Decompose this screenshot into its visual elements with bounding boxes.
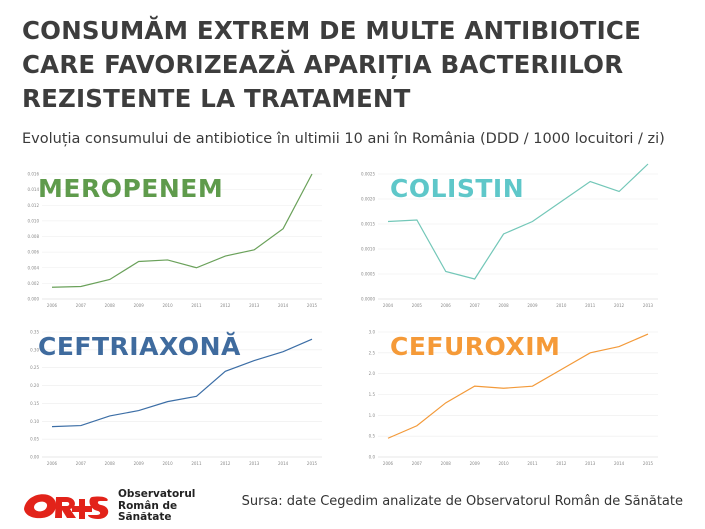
- x-tick-label: 2006: [47, 303, 58, 308]
- x-tick-label: 2006: [441, 303, 452, 308]
- y-tick-label: 0.0010: [361, 247, 375, 252]
- y-tick-label: 0.00: [30, 455, 39, 460]
- chart-cefuroxim: 0.0 0.5 1.0 1.5 2.0 2.5 3.0 2006 2007 2008 2009 201…: [358, 326, 663, 471]
- chart-meropenem: 0.000 0.002 0.004 0.006 0.008 0.010 0.012 0.014…: [22, 168, 327, 313]
- x-tick-label: 2008: [441, 461, 452, 466]
- ors-logo-icon: [24, 494, 109, 519]
- y-tick-label: 0.0020: [361, 197, 375, 202]
- x-tick-label: 2006: [47, 461, 58, 466]
- x-tick-label: 2015: [307, 303, 318, 308]
- x-tick-label: 2010: [162, 461, 173, 466]
- x-tick-label: 2011: [191, 461, 202, 466]
- y-tick-label: 0.004: [28, 265, 40, 270]
- x-tick-label: 2010: [556, 303, 567, 308]
- chart-plot: 0.0000 0.0005 0.0010 0.0015 0.0020 0.0025 2004…: [361, 163, 658, 308]
- x-tick-label: 2009: [134, 461, 145, 466]
- x-tick-label: 2011: [191, 303, 202, 308]
- x-tick-label: 2004: [383, 303, 394, 308]
- x-tick-label: 2007: [76, 461, 87, 466]
- page-title: CONSUMĂM EXTREM DE MULTE ANTIBIOTICE CAR…: [22, 16, 642, 113]
- series-line: [387, 163, 649, 280]
- org-name: Observatorul Român de Sănătate: [118, 488, 208, 524]
- x-tick-label: 2013: [249, 461, 260, 466]
- y-tick-label: 1.0: [369, 413, 376, 418]
- chart-title-meropenem: MEROPENEM: [38, 174, 224, 203]
- x-tick-label: 2012: [220, 303, 231, 308]
- chart-plot: 0.00 0.05 0.10 0.15 0.20 0.25 0.30 0.35 2006 2007…: [30, 330, 322, 466]
- series-line: [51, 173, 313, 288]
- y-tick-label: 0.010: [28, 218, 40, 223]
- org-name-line1: Observatorul: [118, 488, 196, 500]
- x-tick-label: 2011: [585, 303, 596, 308]
- x-tick-label: 2012: [614, 303, 625, 308]
- y-tick-label: 0.15: [30, 401, 39, 406]
- x-tick-label: 2012: [220, 461, 231, 466]
- y-tick-label: 0.5: [369, 434, 376, 439]
- y-tick-label: 0.002: [28, 281, 40, 286]
- chart-plot: 0.000 0.002 0.004 0.006 0.008 0.010 0.012 0.014…: [28, 172, 322, 308]
- y-tick-label: 3.0: [369, 330, 376, 335]
- y-tick-label: 0.012: [28, 203, 40, 208]
- y-tick-label: 2.5: [369, 350, 376, 355]
- x-tick-label: 2013: [585, 461, 596, 466]
- chart-title-colistin: COLISTIN: [390, 174, 525, 203]
- series-line: [387, 333, 649, 439]
- y-tick-label: 0.10: [30, 419, 39, 424]
- x-tick-label: 2012: [556, 461, 567, 466]
- y-tick-label: 0.35: [30, 330, 39, 335]
- y-tick-label: 0.0: [369, 455, 376, 460]
- x-tick-label: 2008: [105, 303, 116, 308]
- y-tick-label: 0.20: [30, 383, 39, 388]
- y-tick-label: 0.000: [28, 297, 40, 302]
- x-tick-label: 2011: [527, 461, 538, 466]
- chart-colistin: 0.0000 0.0005 0.0010 0.0015 0.0020 0.0025 2004…: [358, 163, 663, 313]
- x-tick-label: 2014: [614, 461, 625, 466]
- y-tick-label: 0.016: [28, 172, 40, 177]
- series-line: [51, 338, 313, 428]
- y-tick-label: 0.006: [28, 250, 40, 255]
- x-tick-label: 2009: [134, 303, 145, 308]
- y-tick-label: 0.0005: [361, 272, 375, 277]
- x-tick-label: 2014: [278, 303, 289, 308]
- chart-ceftriaxona: 0.00 0.05 0.10 0.15 0.20 0.25 0.30 0.35 2006 2007…: [22, 326, 327, 471]
- source-note: Sursa: date Cegedim analizate de Observa…: [241, 494, 683, 509]
- y-tick-label: 2.0: [369, 371, 376, 376]
- org-name-line3: Sănătate: [118, 511, 172, 523]
- x-tick-label: 2007: [470, 303, 481, 308]
- x-tick-label: 2007: [412, 461, 423, 466]
- page-subtitle: Evoluția consumului de antibiotice în ul…: [22, 131, 665, 147]
- y-tick-label: 0.05: [30, 437, 39, 442]
- x-tick-label: 2005: [412, 303, 423, 308]
- x-tick-label: 2014: [278, 461, 289, 466]
- x-tick-label: 2015: [643, 461, 654, 466]
- x-tick-label: 2015: [307, 461, 318, 466]
- y-tick-label: 0.014: [28, 187, 40, 192]
- y-tick-label: 0.0015: [361, 222, 375, 227]
- y-tick-label: 0.25: [30, 365, 39, 370]
- x-tick-label: 2008: [498, 303, 509, 308]
- chart-title-ceftriaxona: CEFTRIAXONĂ: [38, 332, 241, 361]
- y-tick-label: 0.30: [30, 347, 39, 352]
- chart-title-cefuroxim: CEFUROXIM: [390, 332, 561, 361]
- y-tick-label: 0.008: [28, 234, 40, 239]
- x-tick-label: 2009: [470, 461, 481, 466]
- x-tick-label: 2010: [498, 461, 509, 466]
- y-tick-label: 0.0025: [361, 172, 375, 177]
- chart-plot: 0.0 0.5 1.0 1.5 2.0 2.5 3.0 2006 2007 2008 2009 201…: [369, 330, 658, 466]
- org-name-line2: Român de: [118, 499, 178, 512]
- x-tick-label: 2013: [249, 303, 260, 308]
- x-tick-label: 2007: [76, 303, 87, 308]
- y-tick-label: 1.5: [369, 392, 376, 397]
- x-tick-label: 2010: [162, 303, 173, 308]
- x-tick-label: 2009: [527, 303, 538, 308]
- x-tick-label: 2006: [383, 461, 394, 466]
- x-tick-label: 2013: [643, 303, 654, 308]
- y-tick-label: 0.0000: [361, 297, 375, 302]
- x-tick-label: 2008: [105, 461, 116, 466]
